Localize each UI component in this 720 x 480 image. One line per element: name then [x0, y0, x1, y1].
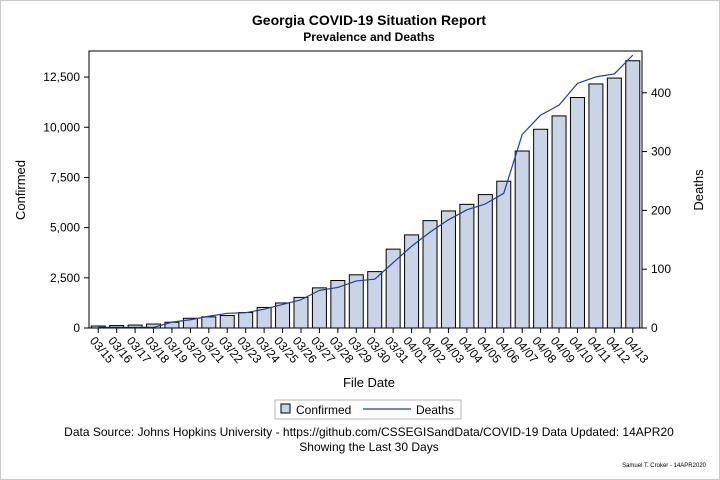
- bar-confirmed: [238, 312, 254, 329]
- x-axis: 03/1503/1603/1703/1803/1903/2003/2103/22…: [87, 328, 652, 366]
- y-tick-label: 2,500: [50, 271, 80, 285]
- bar-confirmed: [385, 248, 401, 329]
- y-tick-label: 5,000: [50, 221, 80, 235]
- deaths-line-layer: [98, 54, 634, 329]
- plot-area: [88, 50, 643, 329]
- bar-confirmed: [293, 296, 309, 329]
- y2-tick-label: 300: [651, 145, 671, 159]
- bar-confirmed: [477, 194, 493, 329]
- bar-confirmed: [606, 77, 622, 329]
- bar-confirmed: [311, 287, 327, 329]
- period-note: Showing the Last 30 Days: [299, 440, 438, 454]
- y-axis-title: Confirmed: [13, 160, 28, 220]
- y-tick-label: 7,500: [50, 170, 80, 184]
- bar-confirmed: [496, 180, 512, 329]
- legend-deaths-label: Deaths: [416, 403, 454, 417]
- legend-confirmed-label: Confirmed: [296, 403, 351, 417]
- chart-title: Georgia COVID-19 Situation Report: [252, 12, 486, 28]
- bar-confirmed: [514, 150, 530, 329]
- y2-tick-label: 100: [651, 262, 671, 276]
- y-tick-label: 10,000: [43, 120, 80, 134]
- bar-confirmed: [625, 60, 641, 329]
- y2-tick-label: 200: [651, 203, 671, 217]
- bar-confirmed: [459, 203, 475, 329]
- legend-confirmed-swatch: [280, 403, 291, 414]
- y2-tick-label: 0: [651, 321, 658, 335]
- bar-confirmed: [533, 128, 549, 329]
- bar-confirmed: [219, 315, 235, 329]
- bar-confirmed: [588, 83, 604, 329]
- y2-axis-title: Deaths: [691, 169, 706, 211]
- bar-confirmed: [569, 97, 585, 329]
- legend: Confirmed Deaths: [274, 399, 462, 420]
- bar-confirmed: [422, 220, 438, 329]
- bar-confirmed: [551, 115, 567, 329]
- bar-confirmed: [201, 316, 217, 329]
- y-tick-label: 0: [73, 321, 80, 335]
- y2-tick-label: 400: [651, 86, 671, 100]
- y-tick-label: 12,500: [43, 70, 80, 84]
- data-source-note: Data Source: Johns Hopkins University - …: [64, 425, 674, 439]
- x-axis-title: File Date: [343, 375, 395, 390]
- deaths-line: [98, 54, 634, 329]
- author-credit: Samuel T. Croker - 14APR2020: [622, 463, 707, 469]
- chart-subtitle: Prevalence and Deaths: [303, 30, 435, 44]
- bar-confirmed: [440, 210, 456, 329]
- bar-confirmed: [404, 234, 420, 329]
- bar-confirmed: [275, 302, 291, 329]
- y-axis-left: 0 2,500 5,000 7,500 10,000 12,500: [43, 70, 89, 335]
- y-axis-right: 0 100 200 300 400: [642, 86, 671, 335]
- bars-layer: [90, 60, 641, 329]
